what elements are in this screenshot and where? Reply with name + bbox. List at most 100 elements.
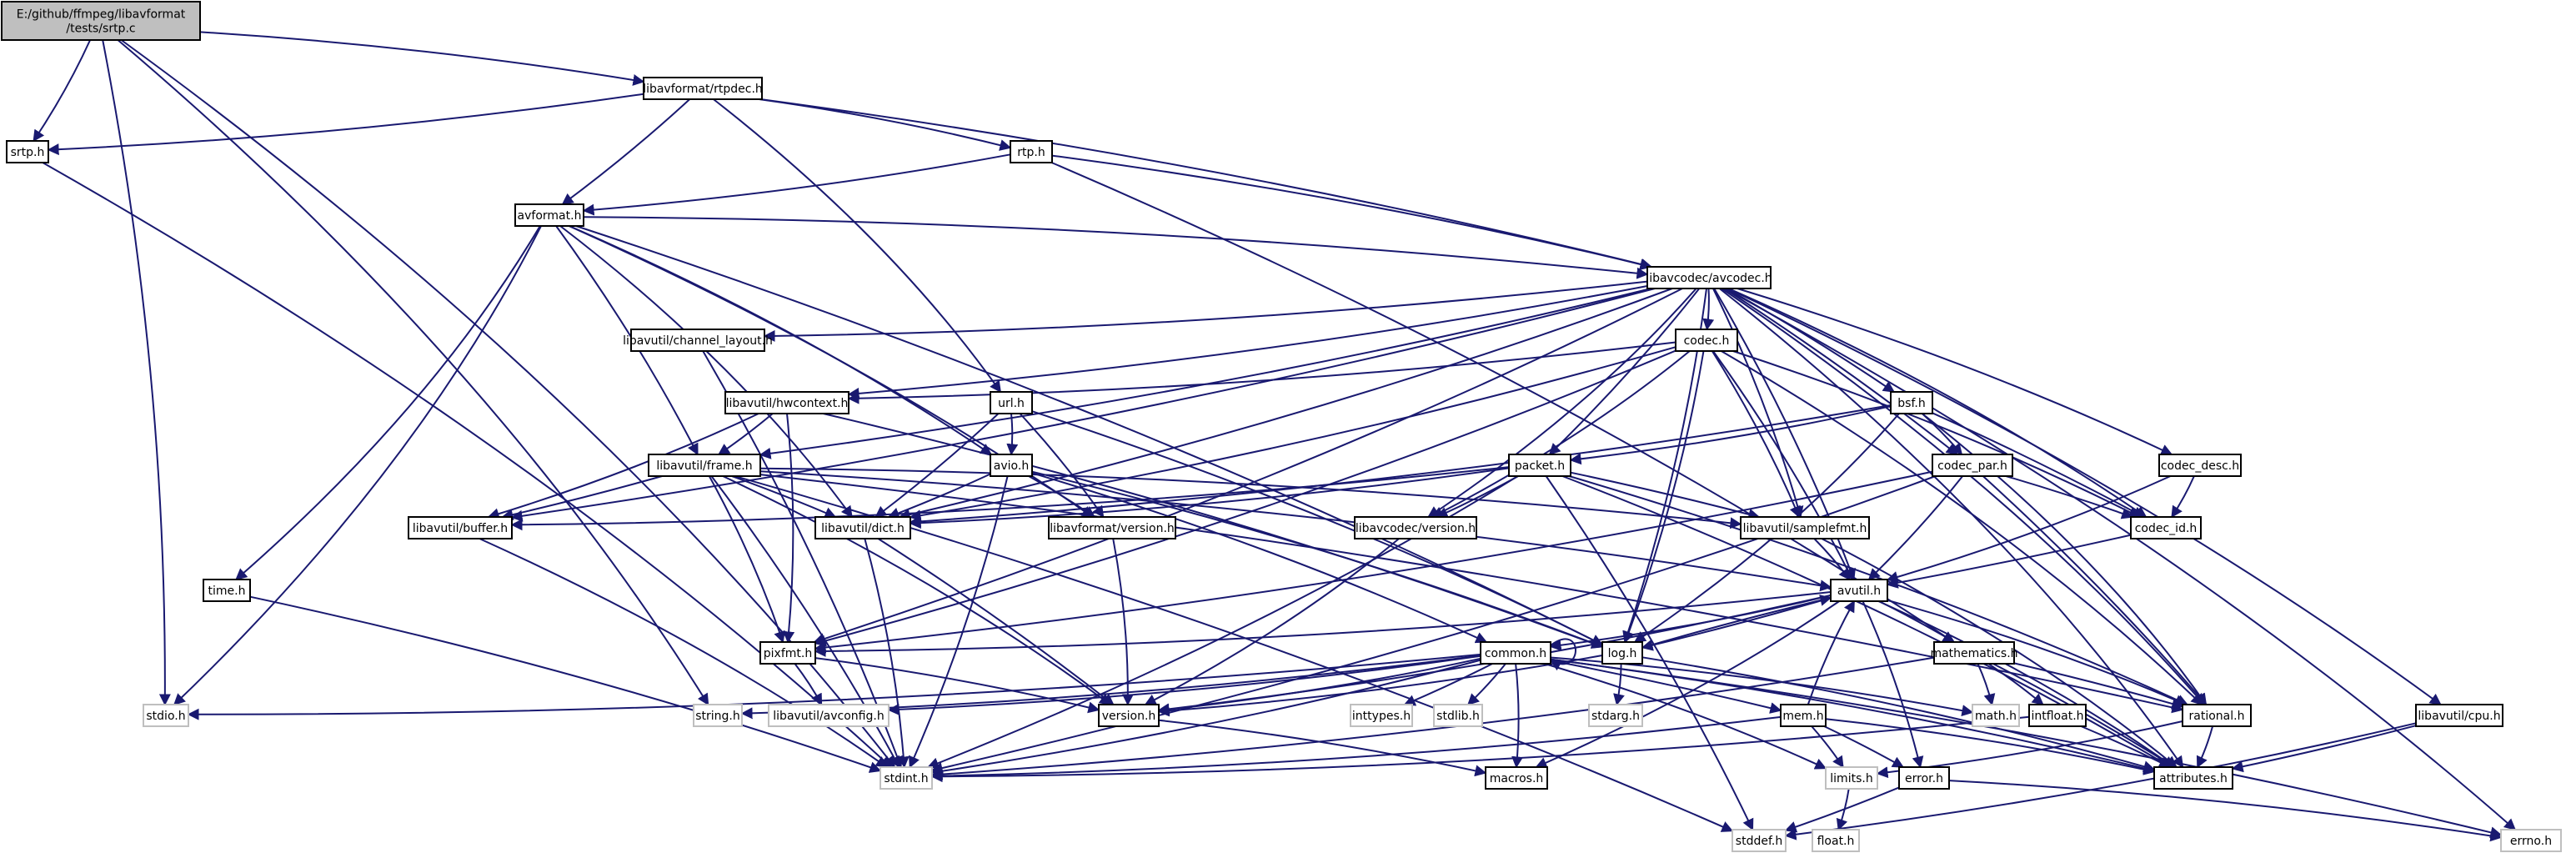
node-label: inttypes.h [1352,710,1411,723]
edge-hwctx-to-frame [718,413,774,455]
node-label: codec.h [1684,334,1730,348]
edge-avcodec-to-codecver [1427,288,1697,518]
node-rtpdec[interactable]: libavformat/rtpdec.h [643,77,763,100]
edge-avutil-to-errorh [1862,600,1924,769]
node-frame[interactable]: libavutil/frame.h [648,454,761,477]
node-box [1898,766,1950,790]
node-label: libavformat/rtpdec.h [643,83,763,96]
edge-mathematics-to-intfloat [1987,663,2044,705]
edge-rational-to-attributes [2196,725,2214,769]
node-avformat[interactable]: avformat.h [514,203,584,227]
edge-rtpdec-to-avcodec [759,98,1653,270]
edge-memh-to-attributes [1825,718,2156,775]
node-label: rtp.h [1017,146,1045,159]
node-version[interactable]: version.h [1098,704,1160,727]
node-srtph[interactable]: srtp.h [6,140,49,163]
node-box [2500,829,2562,852]
node-intfloat[interactable]: intfloat.h [2028,704,2087,727]
node-packet[interactable]: packet.h [1508,454,1571,477]
node-box [1,1,201,41]
edge-avcodec-to-cpuh [1727,288,2442,705]
edge-avcodec-to-chlayout [763,280,1648,342]
node-logh[interactable]: log.h [1601,641,1643,665]
node-mathematics[interactable]: mathematics.h [1930,641,2018,665]
node-box [1825,766,1878,790]
node-label: libavutil/cpu.h [2418,710,2500,723]
edge-codecpar-to-codecid [2005,475,2134,519]
node-errno: errno.h [2500,829,2562,852]
edge-hwctx-to-buffer [487,413,759,520]
node-attributes[interactable]: attributes.h [2153,766,2233,790]
node-errorh[interactable]: error.h [1898,766,1950,790]
node-codech[interactable]: codec.h [1675,329,1738,352]
node-fmtver[interactable]: libavformat/version.h [1048,516,1176,539]
node-stringh: string.h [693,704,743,727]
node-label: errno.h [2510,835,2552,848]
node-memh[interactable]: mem.h [1780,704,1827,727]
node-label: libavcodec/version.h [1356,522,1476,535]
node-codecver[interactable]: libavcodec/version.h [1354,516,1477,539]
node-srtpc[interactable]: E:/github/ffmpeg/libavformat/tests/srtp.… [1,1,201,41]
edge-errorh-to-stddef [1784,786,1900,833]
node-box [1098,704,1160,727]
edge-codech-to-samplefmt [1711,350,1801,519]
node-codecid[interactable]: codec_id.h [2130,516,2202,539]
node-box [2158,454,2242,477]
edge-memh-to-stdint [930,715,1782,782]
edge-frame-to-rational [759,474,2184,714]
edge-srtpc-to-rtpdec [199,31,645,86]
node-label: stddef.h [1736,835,1782,848]
node-label: macros.h [1490,772,1544,785]
node-rational[interactable]: rational.h [2182,704,2252,727]
edge-pixfmt-to-version [814,657,1100,714]
node-pixfmt[interactable]: pixfmt.h [759,641,816,665]
node-label: codec_par.h [1937,459,2007,473]
edge-memh-to-avutil [1807,600,1856,705]
node-box [1010,140,1053,163]
node-label: libavcodec/avcodec.h [1646,272,1772,285]
node-timeh[interactable]: time.h [203,579,251,602]
node-buffer[interactable]: libavutil/buffer.h [408,516,513,539]
edge-frame-to-dict [731,475,837,519]
node-hwctx[interactable]: libavutil/hwcontext.h [724,391,849,414]
node-samplefmt[interactable]: libavutil/samplefmt.h [1740,516,1870,539]
edge-errorh-to-errno [1948,780,2503,842]
node-avutil[interactable]: avutil.h [1830,579,1888,602]
edge-codecid-to-avutil [1886,534,2132,589]
edge-codecver-to-version [1144,538,1400,705]
node-inttypes: inttypes.h [1350,704,1413,727]
node-label: avutil.h [1837,585,1881,598]
edge-avcodec-to-rational [1721,288,2205,706]
node-codecdesc[interactable]: codec_desc.h [2158,454,2242,477]
node-box [1675,329,1738,352]
node-bsfh[interactable]: bsf.h [1890,391,1933,414]
node-chlayout[interactable]: libavutil/channel_layout.h [623,329,773,352]
edge-srtpc-to-srtph [33,39,92,143]
node-rtph[interactable]: rtp.h [1010,140,1053,163]
node-urlh[interactable]: url.h [990,391,1033,414]
edge-frame-to-stdint [710,475,900,769]
node-codecpar[interactable]: codec_par.h [1932,454,2013,477]
node-macros[interactable]: macros.h [1485,766,1548,790]
edge-avutil-to-pixfmt [814,591,1832,657]
node-label: stdlib.h [1436,710,1480,723]
node-box [643,77,763,100]
node-dict[interactable]: libavutil/dict.h [814,516,911,539]
edge-rtpdec-to-urlh [713,98,1002,394]
node-cpuh[interactable]: libavutil/cpu.h [2415,704,2503,727]
node-floath: float.h [1812,829,1860,852]
node-box [990,391,1033,414]
edge-cpuh-to-attributes [2231,725,2417,773]
node-label: E:/github/ffmpeg/libavformat [17,8,186,22]
node-box [1048,516,1176,539]
node-avioh[interactable]: avio.h [990,454,1033,477]
node-avcodec[interactable]: libavcodec/avcodec.h [1646,266,1772,289]
node-label: version.h [1102,710,1156,723]
edge-codech-to-rational [1721,350,2203,705]
node-box [814,516,911,539]
node-common[interactable]: common.h [1480,641,1551,665]
node-box [630,329,765,352]
edge-avcodec-to-dict [898,288,1673,520]
node-label: limits.h [1830,772,1872,785]
edge-avutil-to-rational [1887,599,2188,706]
